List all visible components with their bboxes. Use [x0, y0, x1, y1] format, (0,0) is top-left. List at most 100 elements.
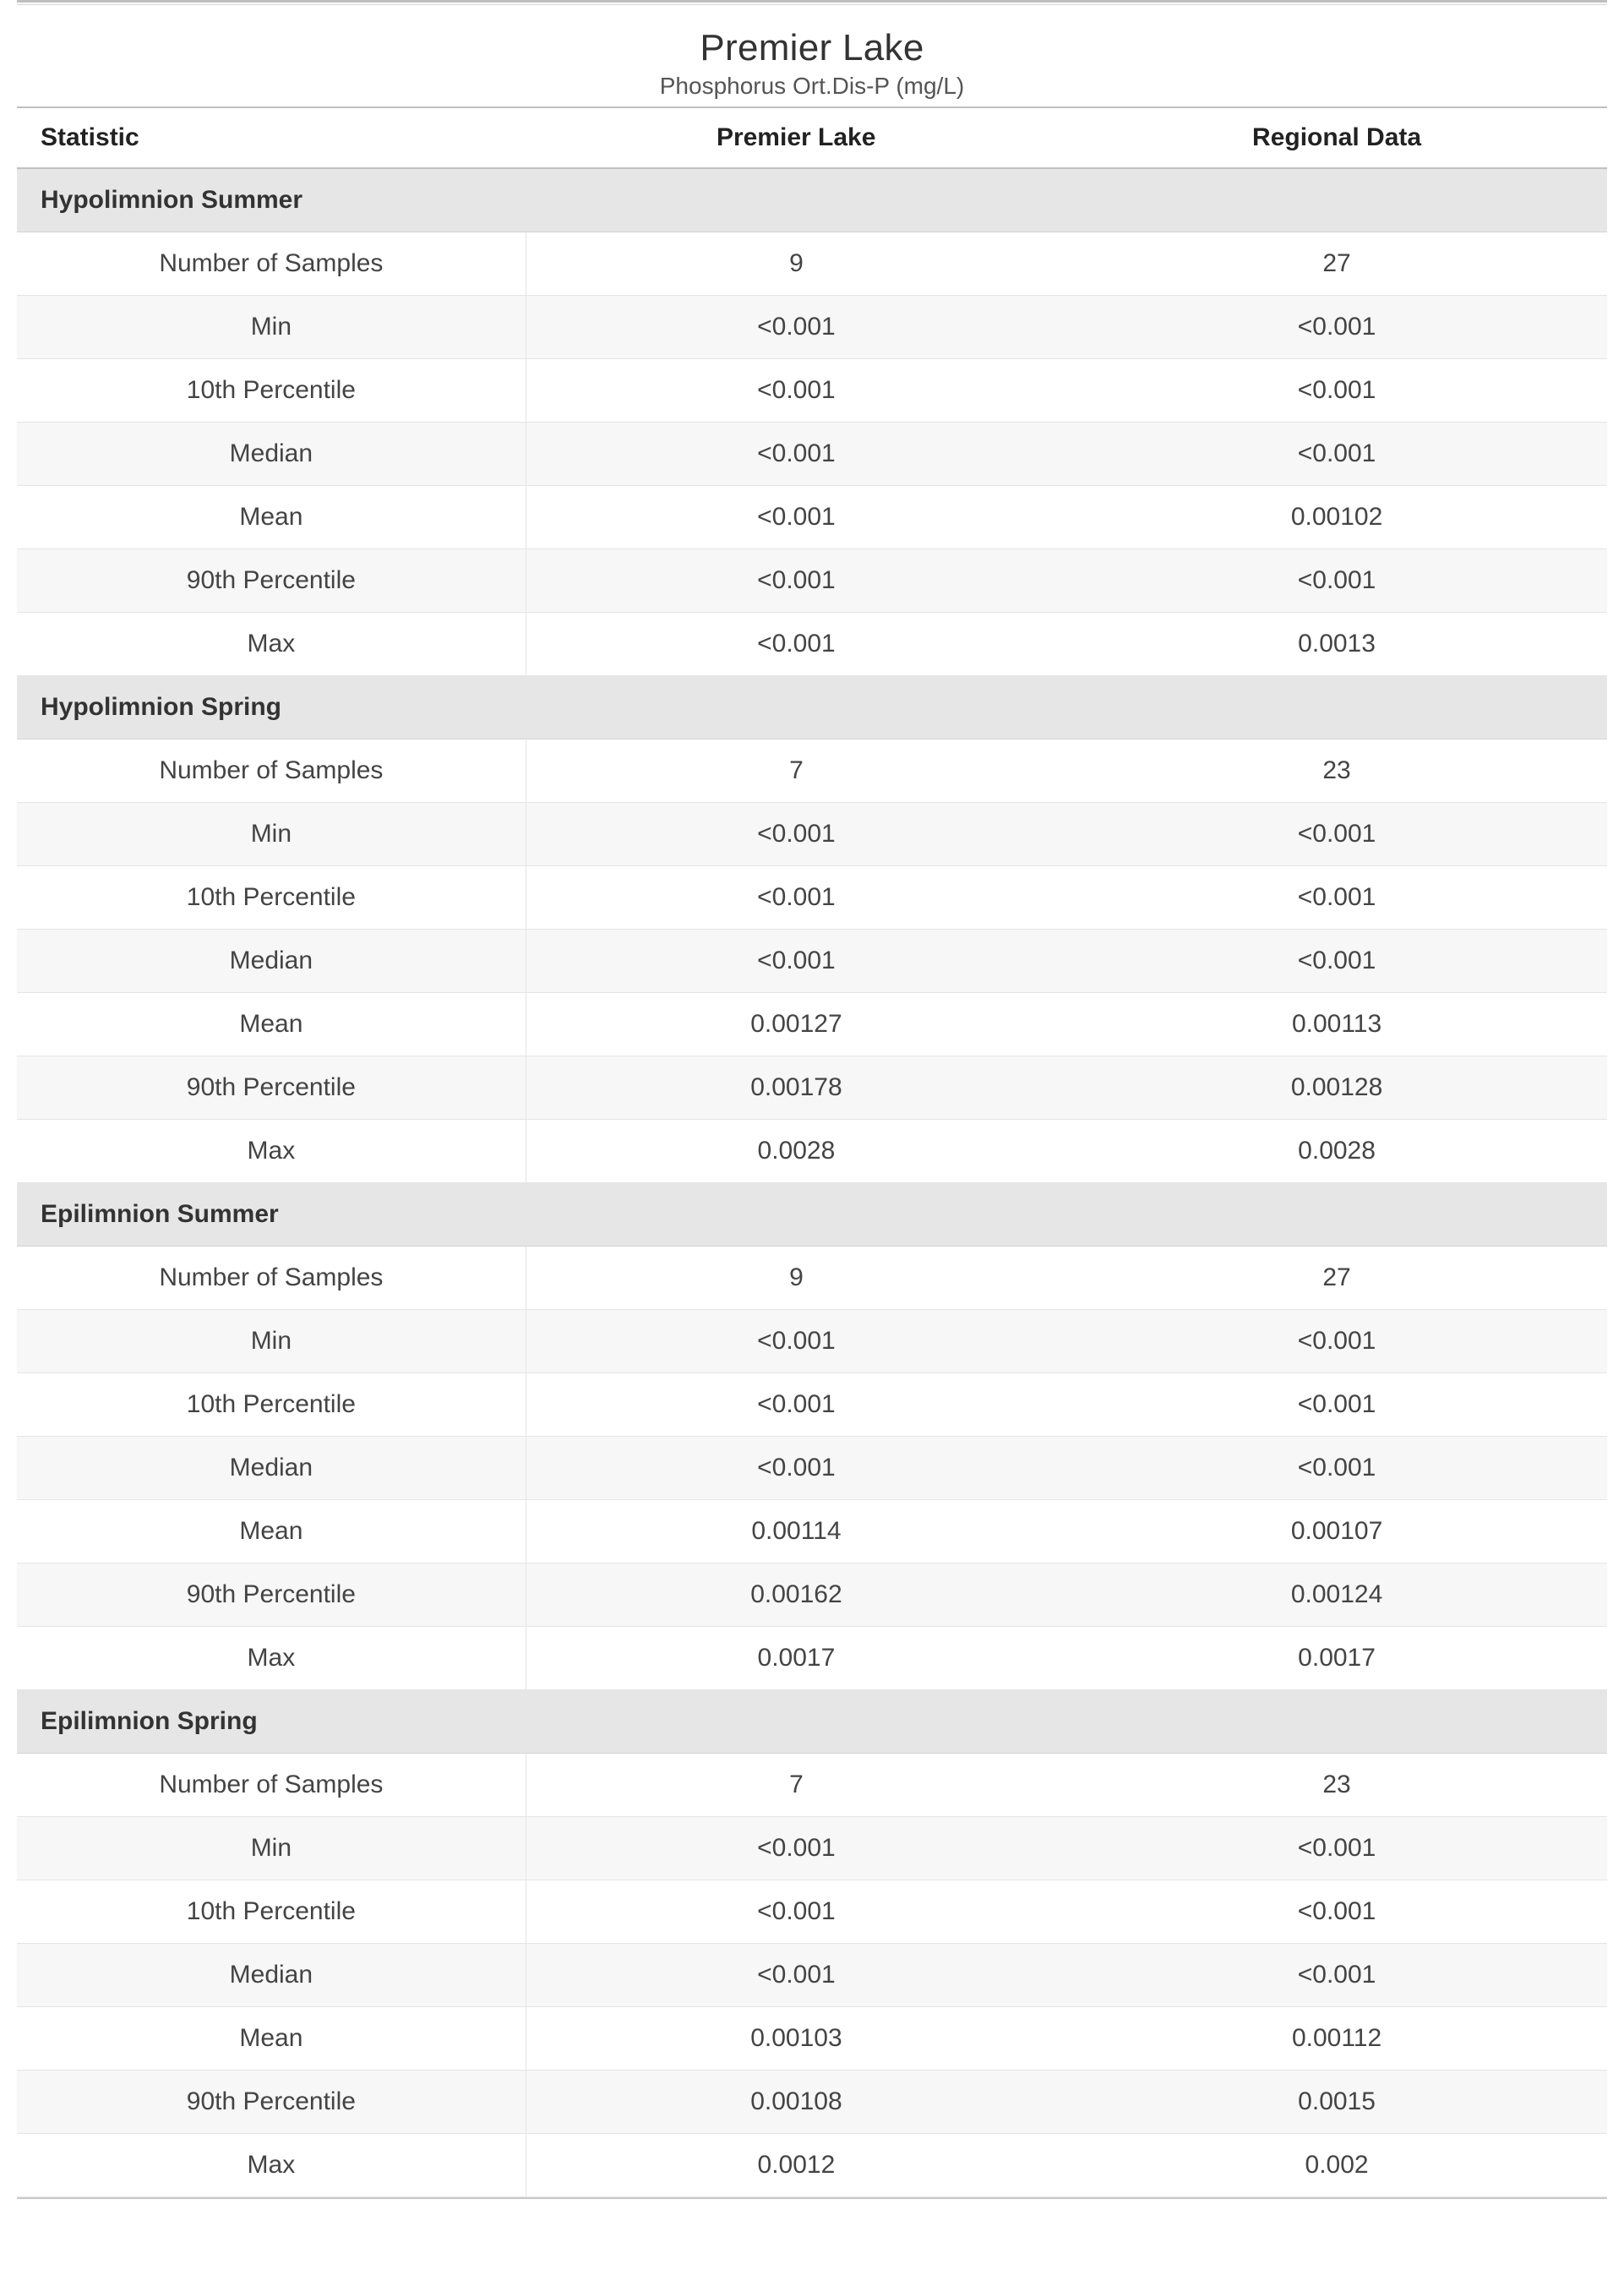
section-title: Epilimnion Spring	[17, 1690, 1607, 1754]
value-premier-lake: <0.001	[526, 1437, 1066, 1500]
value-premier-lake: 0.0012	[526, 2134, 1066, 2197]
value-regional: <0.001	[1066, 1437, 1607, 1500]
value-premier-lake: <0.001	[526, 803, 1066, 866]
value-regional: 0.0028	[1066, 1120, 1607, 1183]
value-premier-lake: 9	[526, 1247, 1066, 1310]
value-premier-lake: 0.00114	[526, 1500, 1066, 1563]
table-row: Max0.00280.0028	[17, 1120, 1607, 1183]
table-row: Min<0.001<0.001	[17, 1310, 1607, 1373]
value-regional: 0.00102	[1066, 486, 1607, 549]
table-row: Max0.00120.002	[17, 2134, 1607, 2197]
value-regional: <0.001	[1066, 1817, 1607, 1880]
value-premier-lake: 0.00162	[526, 1563, 1066, 1627]
value-premier-lake: <0.001	[526, 1373, 1066, 1437]
stat-label: 90th Percentile	[17, 2071, 526, 2134]
value-regional: <0.001	[1066, 803, 1607, 866]
value-regional: <0.001	[1066, 1373, 1607, 1437]
page-title: Premier Lake	[17, 27, 1607, 69]
value-regional: <0.001	[1066, 1944, 1607, 2007]
section-header: Epilimnion Summer	[17, 1183, 1607, 1247]
table-row: Median<0.001<0.001	[17, 930, 1607, 993]
col-header-premier-lake: Premier Lake	[526, 107, 1066, 168]
table-row: Median<0.001<0.001	[17, 1944, 1607, 2007]
value-premier-lake: 0.00127	[526, 993, 1066, 1056]
table-row: Median<0.001<0.001	[17, 1437, 1607, 1500]
value-premier-lake: <0.001	[526, 866, 1066, 930]
stat-label: 10th Percentile	[17, 1880, 526, 1944]
stat-label: 90th Percentile	[17, 549, 526, 613]
stat-label: Mean	[17, 486, 526, 549]
value-premier-lake: 0.0028	[526, 1120, 1066, 1183]
top-border-rule	[17, 0, 1607, 5]
table-row: Number of Samples927	[17, 232, 1607, 296]
stat-label: Min	[17, 1310, 526, 1373]
value-regional: 0.00124	[1066, 1563, 1607, 1627]
stat-label: Min	[17, 803, 526, 866]
table-row: 90th Percentile0.001080.0015	[17, 2071, 1607, 2134]
stat-label: Number of Samples	[17, 1247, 526, 1310]
table-row: 10th Percentile<0.001<0.001	[17, 1880, 1607, 1944]
value-regional: 23	[1066, 1754, 1607, 1817]
stat-label: Mean	[17, 993, 526, 1056]
table-row: 10th Percentile<0.001<0.001	[17, 866, 1607, 930]
value-regional: <0.001	[1066, 866, 1607, 930]
table-row: Max0.00170.0017	[17, 1627, 1607, 1690]
table-row: Number of Samples927	[17, 1247, 1607, 1310]
value-premier-lake: 0.0017	[526, 1627, 1066, 1690]
value-premier-lake: <0.001	[526, 1944, 1066, 2007]
stat-label: Median	[17, 423, 526, 486]
value-regional: 0.00112	[1066, 2007, 1607, 2071]
table-row: Mean0.001140.00107	[17, 1500, 1607, 1563]
value-premier-lake: <0.001	[526, 1880, 1066, 1944]
table-row: 90th Percentile0.001620.00124	[17, 1563, 1607, 1627]
table-body: Hypolimnion SummerNumber of Samples927Mi…	[17, 168, 1607, 2197]
value-regional: <0.001	[1066, 930, 1607, 993]
stat-label: Number of Samples	[17, 1754, 526, 1817]
stat-label: Number of Samples	[17, 739, 526, 803]
table-row: Min<0.001<0.001	[17, 1817, 1607, 1880]
stat-label: 10th Percentile	[17, 359, 526, 423]
value-premier-lake: <0.001	[526, 296, 1066, 359]
value-regional: 23	[1066, 739, 1607, 803]
stat-label: Max	[17, 1627, 526, 1690]
col-header-statistic: Statistic	[17, 107, 526, 168]
table-row: Median<0.001<0.001	[17, 423, 1607, 486]
table-row: Mean0.001030.00112	[17, 2007, 1607, 2071]
value-premier-lake: <0.001	[526, 930, 1066, 993]
value-regional: <0.001	[1066, 1310, 1607, 1373]
table-row: Min<0.001<0.001	[17, 803, 1607, 866]
value-premier-lake: 7	[526, 1754, 1066, 1817]
stat-label: 90th Percentile	[17, 1056, 526, 1120]
page: Premier Lake Phosphorus Ort.Dis-P (mg/L)…	[0, 0, 1624, 2250]
value-premier-lake: <0.001	[526, 423, 1066, 486]
stat-label: Mean	[17, 1500, 526, 1563]
value-premier-lake: <0.001	[526, 549, 1066, 613]
table-row: Min<0.001<0.001	[17, 296, 1607, 359]
stat-label: 90th Percentile	[17, 1563, 526, 1627]
stat-label: Median	[17, 1944, 526, 2007]
value-premier-lake: <0.001	[526, 613, 1066, 676]
value-premier-lake: 0.00178	[526, 1056, 1066, 1120]
table-row: Mean<0.0010.00102	[17, 486, 1607, 549]
table-row: Mean0.001270.00113	[17, 993, 1607, 1056]
section-header: Epilimnion Spring	[17, 1690, 1607, 1754]
stat-label: 10th Percentile	[17, 1373, 526, 1437]
value-regional: <0.001	[1066, 423, 1607, 486]
bottom-border-rule	[17, 2197, 1607, 2199]
stat-label: Median	[17, 1437, 526, 1500]
value-regional: <0.001	[1066, 1880, 1607, 1944]
value-regional: <0.001	[1066, 549, 1607, 613]
table-row: Max<0.0010.0013	[17, 613, 1607, 676]
value-premier-lake: 0.00108	[526, 2071, 1066, 2134]
value-premier-lake: 7	[526, 739, 1066, 803]
stat-label: Number of Samples	[17, 232, 526, 296]
stat-label: 10th Percentile	[17, 866, 526, 930]
value-regional: 0.0013	[1066, 613, 1607, 676]
value-regional: 0.00128	[1066, 1056, 1607, 1120]
statistics-table: Statistic Premier Lake Regional Data Hyp…	[17, 106, 1607, 2197]
stat-label: Max	[17, 613, 526, 676]
value-regional: 0.0015	[1066, 2071, 1607, 2134]
col-header-regional-data: Regional Data	[1066, 107, 1607, 168]
value-regional: 0.00107	[1066, 1500, 1607, 1563]
table-row: 90th Percentile0.001780.00128	[17, 1056, 1607, 1120]
